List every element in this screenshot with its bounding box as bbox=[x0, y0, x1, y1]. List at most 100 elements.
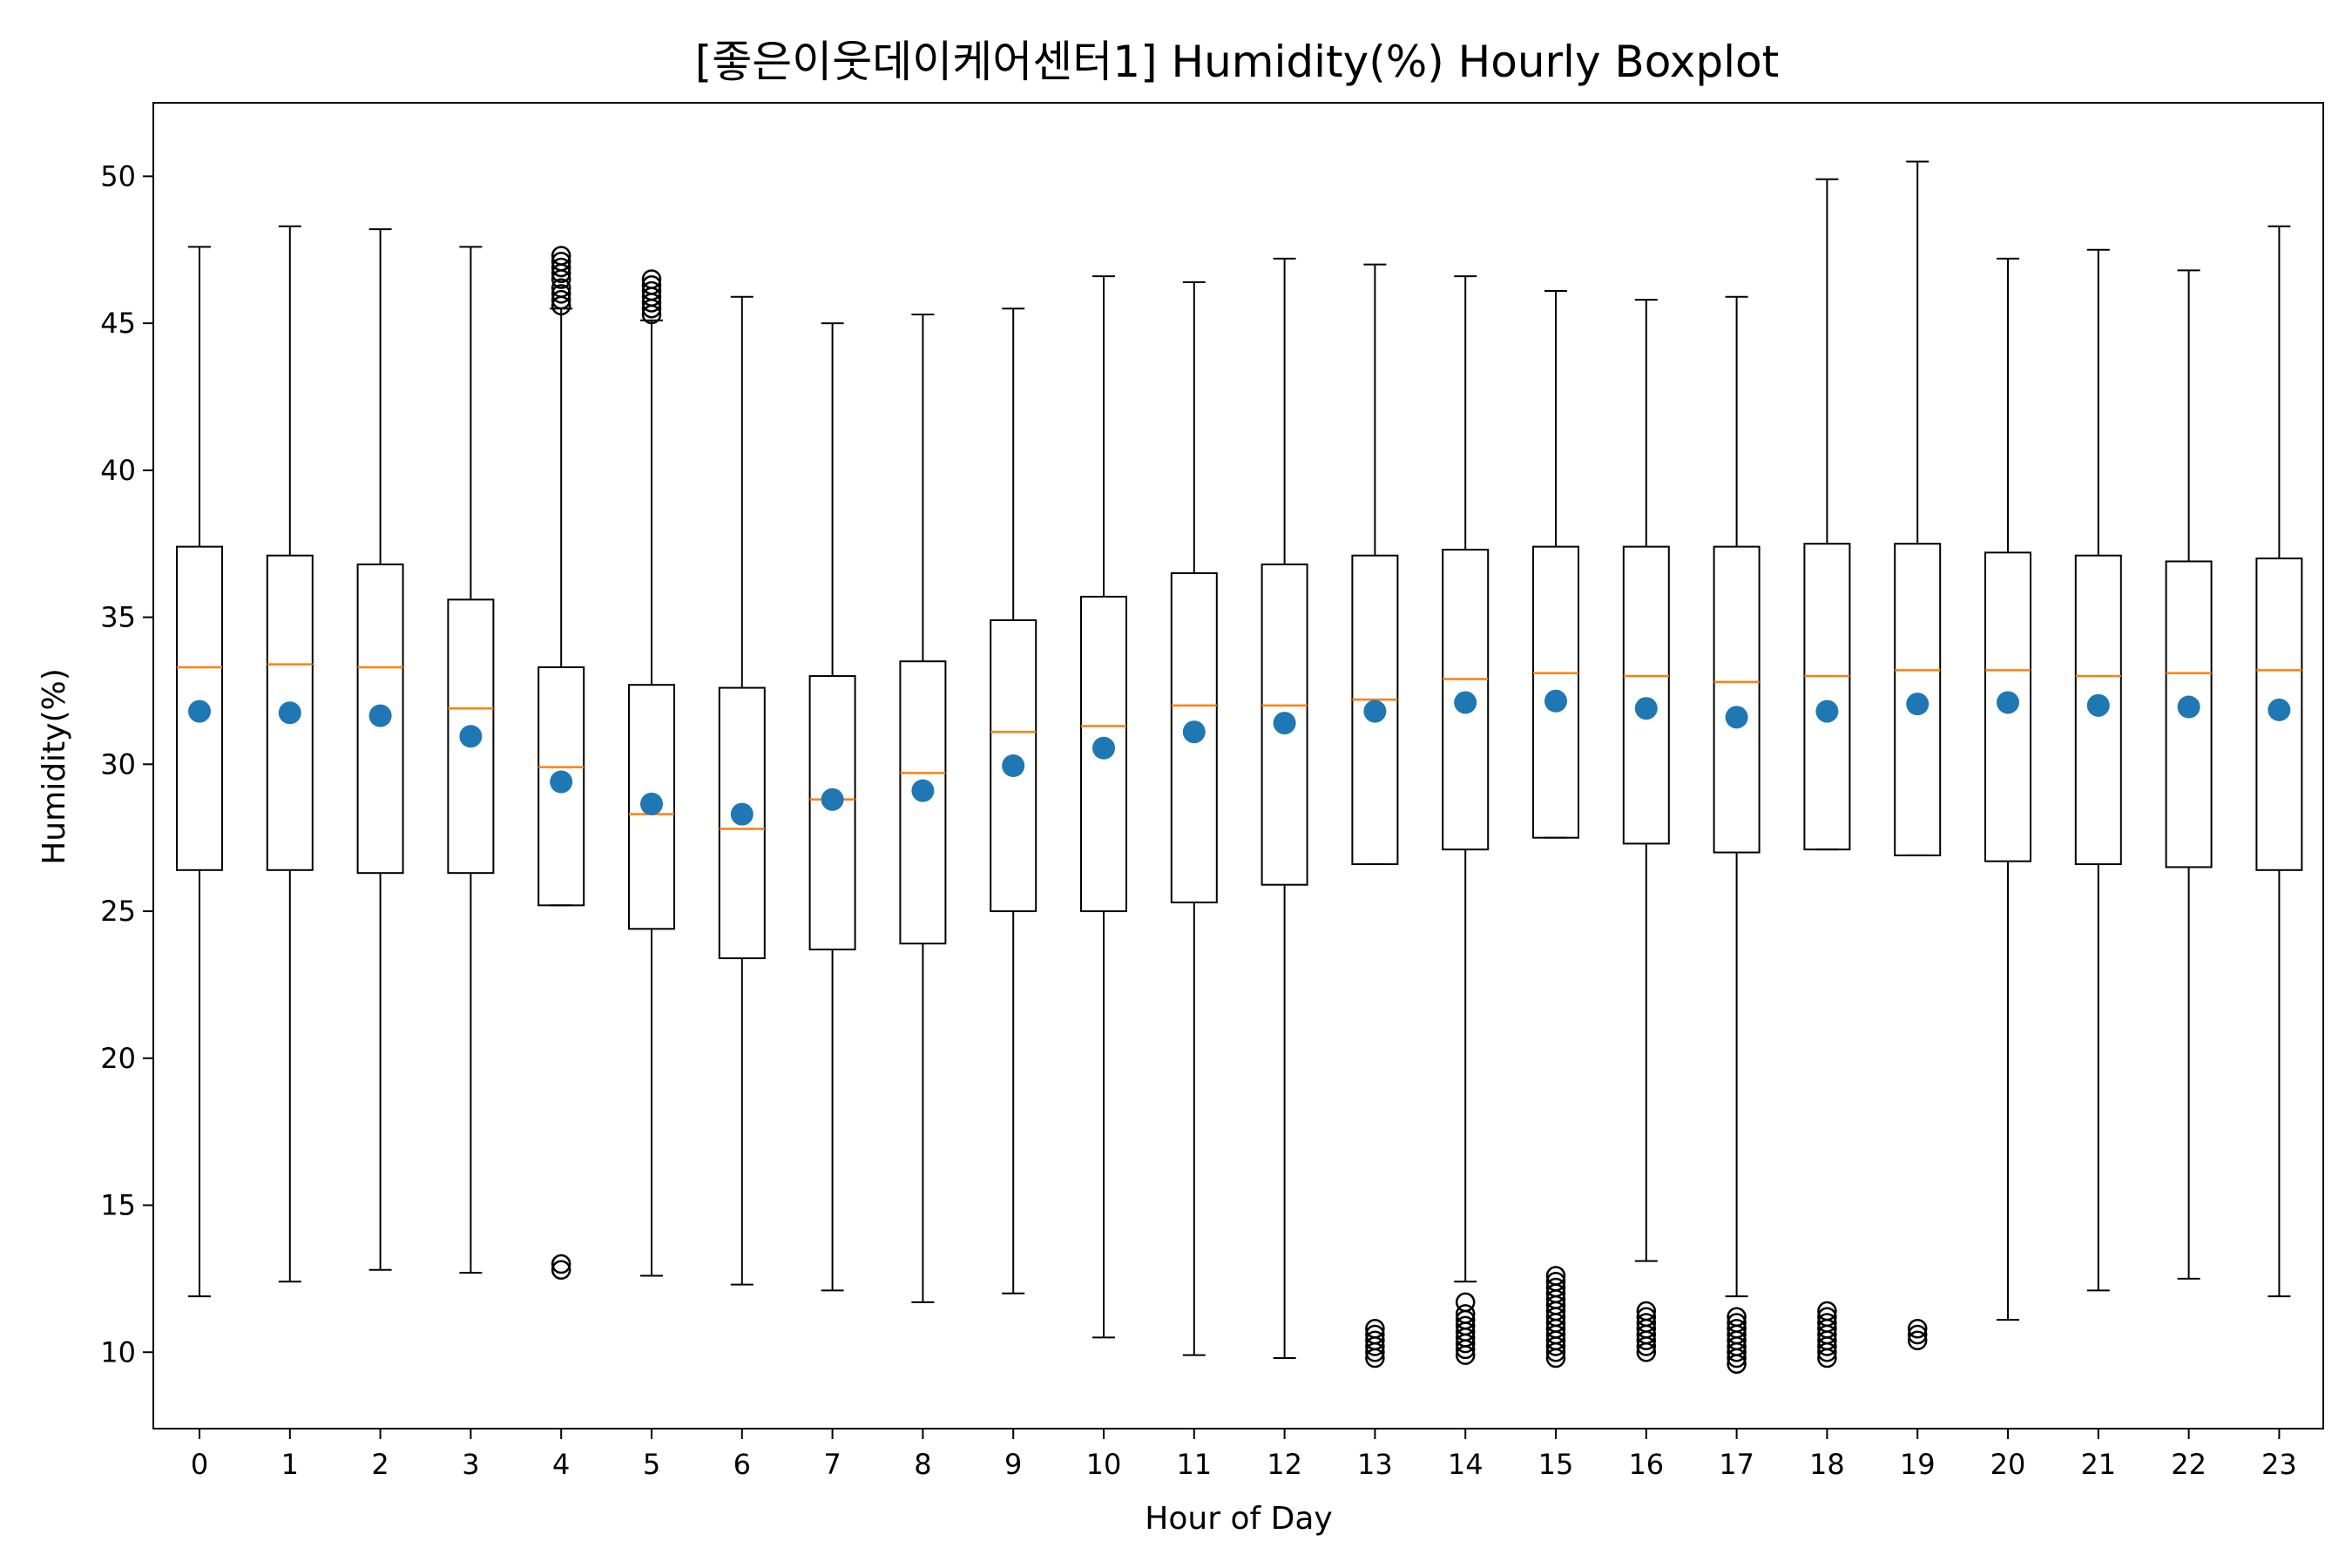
outlier-point bbox=[1727, 1307, 1747, 1328]
box-group-hour-19 bbox=[1894, 160, 1942, 1351]
outlier-point bbox=[1636, 1307, 1657, 1328]
outlier-point bbox=[1907, 1330, 1928, 1351]
outlier-point bbox=[551, 278, 571, 298]
iqr-box bbox=[537, 666, 585, 907]
mean-point bbox=[2177, 695, 2200, 719]
iqr-box bbox=[1894, 543, 1942, 856]
box-group-hour-10 bbox=[1080, 275, 1127, 1339]
outlier-point bbox=[1365, 1324, 1385, 1345]
outlier-point bbox=[1817, 1301, 1837, 1321]
iqr-box bbox=[628, 684, 675, 930]
x-tick-label: 2 bbox=[371, 1448, 389, 1481]
x-tick-label: 22 bbox=[2171, 1448, 2207, 1481]
mean-point bbox=[278, 701, 301, 725]
x-tick-label: 13 bbox=[1357, 1448, 1393, 1481]
iqr-box bbox=[356, 563, 404, 875]
outlier-point bbox=[641, 274, 662, 295]
x-tick-label: 11 bbox=[1176, 1448, 1212, 1481]
y-tick-label: 45 bbox=[100, 307, 136, 340]
y-tick-label: 30 bbox=[100, 747, 136, 781]
x-tick-label: 21 bbox=[2080, 1448, 2116, 1481]
mean-point bbox=[1815, 700, 1839, 723]
box-group-hour-9 bbox=[990, 308, 1037, 1294]
x-tick-label: 9 bbox=[1004, 1448, 1022, 1481]
iqr-box bbox=[2165, 560, 2213, 868]
outlier-point bbox=[551, 1254, 571, 1274]
x-tick-label: 5 bbox=[643, 1448, 660, 1481]
x-tick-label: 12 bbox=[1267, 1448, 1302, 1481]
mean-point bbox=[1544, 689, 1567, 713]
outlier-point bbox=[1727, 1313, 1747, 1333]
x-tick-label: 17 bbox=[1719, 1448, 1754, 1481]
x-tick-label: 3 bbox=[462, 1448, 479, 1481]
mean-point bbox=[1906, 693, 1930, 716]
outlier-point bbox=[1545, 1266, 1566, 1286]
outlier-point bbox=[1727, 1319, 1747, 1339]
x-tick-label: 7 bbox=[823, 1448, 841, 1481]
x-tick-label: 0 bbox=[191, 1448, 208, 1481]
box-group-hour-18 bbox=[1803, 178, 1851, 1369]
outlier-point bbox=[1907, 1324, 1928, 1345]
box-group-hour-13 bbox=[1351, 263, 1399, 1369]
box-group-hour-14 bbox=[1442, 275, 1490, 1365]
mean-point bbox=[1997, 691, 2019, 714]
x-tick-label: 16 bbox=[1628, 1448, 1664, 1481]
outlier-point bbox=[1817, 1313, 1837, 1333]
box-group-hour-0 bbox=[176, 246, 223, 1298]
box-group-hour-5 bbox=[628, 269, 675, 1277]
outlier-point bbox=[1455, 1315, 1476, 1336]
mean-point bbox=[1182, 720, 1206, 744]
outlier-point bbox=[641, 280, 662, 301]
iqr-box bbox=[808, 675, 856, 950]
outlier-point bbox=[1365, 1319, 1385, 1339]
mean-point bbox=[1454, 691, 1477, 714]
iqr-box bbox=[266, 554, 314, 871]
outlier-point bbox=[1365, 1330, 1385, 1351]
box-group-hour-1 bbox=[266, 225, 314, 1283]
outlier-point bbox=[641, 269, 662, 289]
box-group-hour-8 bbox=[899, 313, 947, 1303]
mean-point bbox=[1273, 712, 1296, 735]
mean-point bbox=[1092, 736, 1115, 760]
x-tick-label: 14 bbox=[1448, 1448, 1484, 1481]
box-group-hour-15 bbox=[1532, 289, 1579, 1369]
x-tick-label: 6 bbox=[733, 1448, 751, 1481]
iqr-box bbox=[990, 618, 1037, 913]
iqr-box bbox=[718, 686, 766, 960]
y-tick-label: 50 bbox=[100, 159, 136, 193]
mean-point bbox=[368, 704, 392, 727]
y-tick-label: 10 bbox=[100, 1335, 136, 1369]
outlier-point bbox=[1907, 1319, 1928, 1339]
y-tick-label: 20 bbox=[100, 1042, 136, 1075]
mean-point bbox=[2268, 698, 2291, 721]
x-tick-label: 8 bbox=[914, 1448, 931, 1481]
mean-point bbox=[1634, 697, 1658, 720]
iqr-box bbox=[1984, 551, 2031, 862]
mean-point bbox=[2086, 693, 2110, 717]
y-tick-label: 25 bbox=[100, 895, 136, 928]
outlier-point bbox=[1455, 1292, 1476, 1313]
x-axis-label: Hour of Day bbox=[1145, 1501, 1332, 1537]
outlier-point bbox=[1636, 1301, 1657, 1321]
x-tick-label: 23 bbox=[2261, 1448, 2297, 1481]
box-group-hour-2 bbox=[356, 228, 404, 1271]
mean-point bbox=[459, 725, 483, 748]
box-group-hour-21 bbox=[2074, 248, 2122, 1292]
outlier-point bbox=[1545, 1277, 1566, 1298]
iqr-box bbox=[1351, 554, 1399, 866]
iqr-box bbox=[1260, 563, 1308, 886]
mean-point bbox=[550, 770, 573, 794]
y-tick-label: 40 bbox=[100, 454, 136, 487]
x-tick-label: 1 bbox=[281, 1448, 299, 1481]
box-group-hour-23 bbox=[2255, 225, 2303, 1298]
iqr-box bbox=[176, 545, 223, 871]
x-tick-label: 19 bbox=[1900, 1448, 1936, 1481]
box-group-hour-22 bbox=[2165, 269, 2213, 1280]
mean-point bbox=[730, 802, 754, 826]
box-group-hour-6 bbox=[718, 295, 766, 1286]
mean-point bbox=[821, 787, 844, 811]
chart-title: [좋은이웃데이케어센터1] Humidity(%) Hourly Boxplot bbox=[695, 37, 1779, 87]
mean-point bbox=[911, 779, 935, 802]
